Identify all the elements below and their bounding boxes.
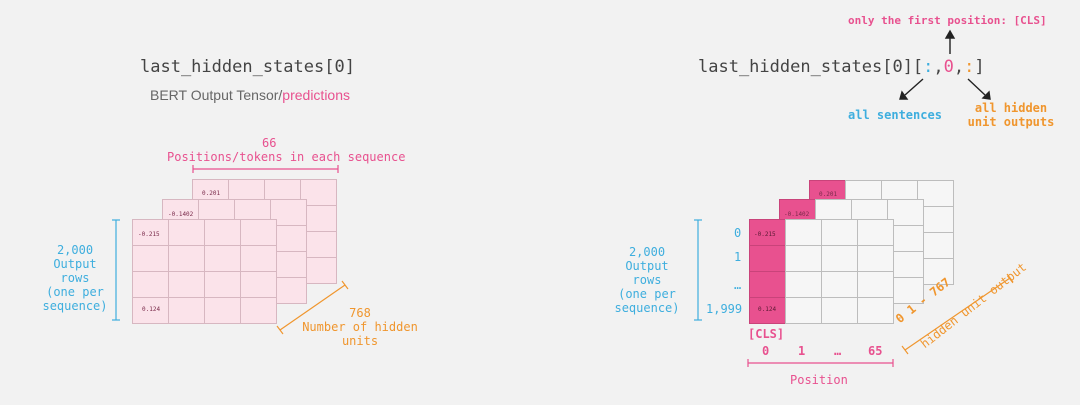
right-title-comma-2: ,: [953, 57, 965, 77]
left-rows-count: 2,000: [56, 243, 94, 257]
right-rows-count: 2,000: [628, 245, 666, 259]
right-title-zero: 0: [943, 57, 954, 77]
right-rows-label-1: Output rows: [625, 259, 669, 287]
right-rows-label-2: (one per: [618, 287, 676, 301]
right-hidden-outputs: all hidden unit outputs: [966, 101, 1056, 129]
position-label: Position: [790, 373, 848, 387]
right-hidden-bracket: [901, 273, 1014, 355]
right-title-colon-1: :: [923, 57, 934, 77]
right-title: last_hidden_states[0][:,0,:]: [698, 57, 985, 77]
position-dots: …: [834, 344, 842, 358]
right-rows-label-3: sequence): [614, 301, 680, 315]
right-title-comma-1: ,: [933, 57, 944, 77]
left-rows-label: 2,000 Output rows (one per sequence): [40, 243, 110, 313]
right-front-top-value: -0.215: [754, 231, 776, 238]
right-position-bracket: [747, 359, 894, 367]
cls-label: [CLS]: [748, 327, 785, 341]
right-back-value: 0.201: [819, 191, 838, 198]
row-index-dots: …: [734, 278, 742, 292]
right-rows-label: 2,000 Output rows (one per sequence): [612, 245, 682, 315]
left-positions-count: 66: [262, 136, 277, 150]
row-index-0: 0: [734, 226, 742, 240]
left-hidden-label-2: units: [341, 334, 379, 348]
left-rows-label-3: sequence): [42, 299, 108, 313]
position-1: 1: [798, 344, 806, 358]
left-back-value: 0.201: [202, 190, 221, 197]
left-subtitle-pink: predictions: [282, 87, 350, 103]
right-front-bottom-value: 0.124: [758, 306, 777, 313]
left-positions-bracket: [192, 165, 339, 173]
right-arrows: [899, 29, 991, 100]
right-all-sentences: all sentences: [848, 108, 942, 122]
position-0: 0: [762, 344, 770, 358]
left-title: last_hidden_states[0]: [140, 57, 355, 77]
right-hidden-outputs-1: all hidden: [974, 101, 1048, 115]
left-rows-bracket: [112, 219, 120, 321]
right-title-suffix: ]: [974, 57, 985, 77]
right-grid-front: [749, 219, 894, 324]
right-rows-bracket: [694, 219, 702, 321]
left-front-top-value: -0.215: [138, 231, 160, 238]
left-rows-label-2: (one per: [46, 285, 104, 299]
right-mid-value: -0.1402: [784, 211, 810, 218]
row-index-last: 1,999: [706, 302, 743, 316]
row-index-1: 1: [734, 250, 742, 264]
left-subtitle: BERT Output Tensor/predictions: [150, 87, 350, 103]
left-rows-label-1: Output rows: [53, 257, 97, 285]
right-hidden-outputs-2: unit outputs: [967, 115, 1055, 129]
left-grid-front: [132, 219, 277, 324]
left-hidden-count: 768: [349, 306, 371, 320]
left-hidden-label: 768 Number of hidden units: [300, 306, 420, 348]
left-front-bottom-value: 0.124: [142, 306, 161, 313]
right-title-colon-2: :: [964, 57, 975, 77]
left-mid-value: -0.1402: [168, 211, 194, 218]
left-hidden-bracket: [276, 280, 349, 335]
left-subtitle-main: BERT Output Tensor/: [150, 87, 283, 103]
right-title-prefix: last_hidden_states[0][: [698, 57, 924, 77]
left-positions-label: Positions/tokens in each sequence: [167, 150, 406, 164]
position-65: 65: [868, 344, 883, 358]
left-hidden-label-1: Number of hidden: [302, 320, 418, 334]
right-first-position-note: only the first position: [CLS]: [848, 14, 1047, 27]
